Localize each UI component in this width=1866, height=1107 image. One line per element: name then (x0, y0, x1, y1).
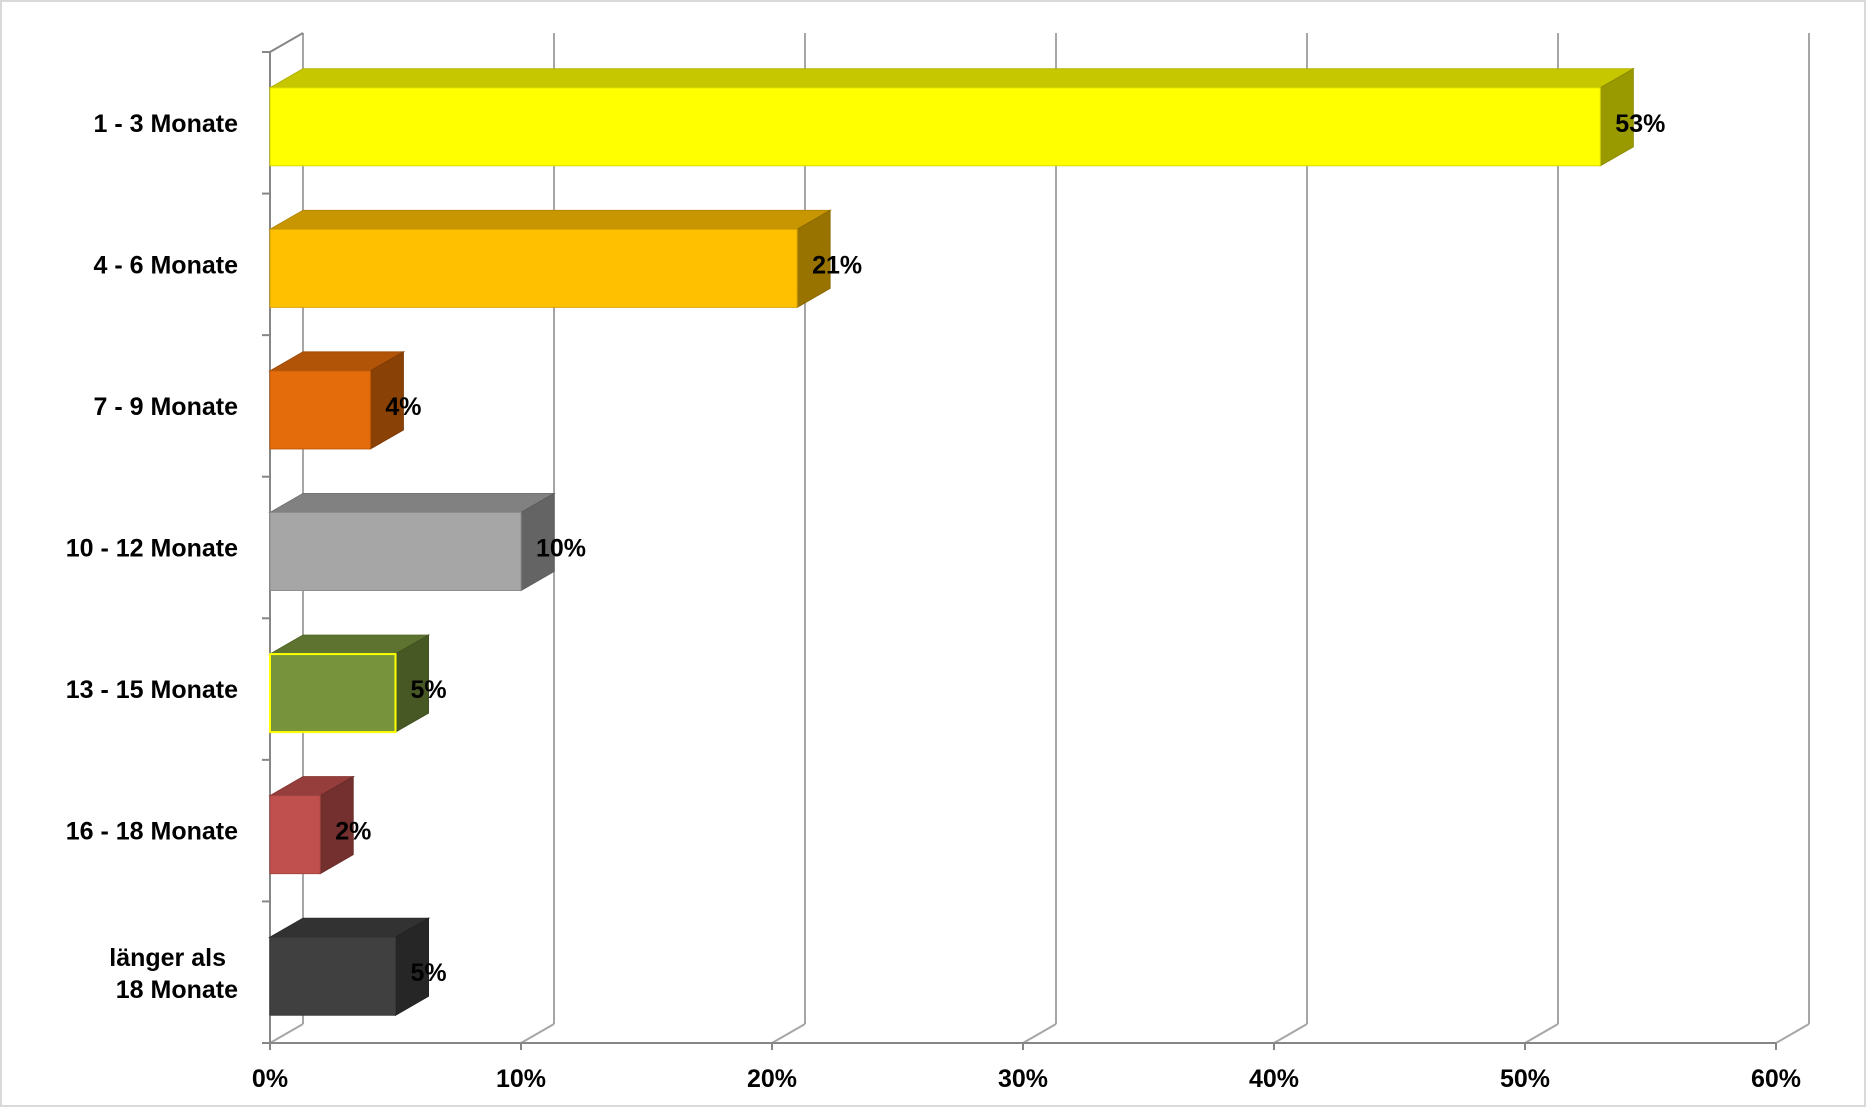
floor-gridline (771, 1023, 806, 1044)
bar (268, 209, 832, 309)
x-tick-label: 50% (1500, 1065, 1550, 1093)
data-labels: 53% 21% 4% 10% 5% 2% 5% (335, 110, 1665, 987)
bar-front-face (269, 512, 522, 591)
bar-front-face (269, 936, 396, 1016)
x-tick-label: 40% (1249, 1065, 1299, 1093)
bars (268, 67, 1636, 1017)
data-label: 5% (411, 676, 447, 704)
category-label-line: länger als (109, 944, 226, 972)
tick-labels: 0% 10% 20% 30% 40% 50% 60% (252, 1065, 1801, 1093)
category-label: 13 - 15 Monate (66, 676, 238, 704)
category-label: 7 - 9 Monate (94, 393, 239, 421)
category-label: länger als 18 Monate (109, 944, 238, 1004)
category-label-line: 18 Monate (116, 976, 238, 1004)
x-tick-label: 20% (747, 1065, 797, 1093)
bar (268, 917, 431, 1017)
floor-gridline (1524, 1023, 1559, 1044)
floor-gridline (1022, 1023, 1057, 1044)
bar-top-face (268, 493, 556, 513)
data-label: 21% (812, 251, 862, 279)
category-axis-depth (269, 32, 304, 53)
floor-gridline (1273, 1023, 1308, 1044)
floor-gridline (269, 1023, 304, 1044)
bar-front-face (269, 228, 798, 308)
bar (268, 775, 356, 875)
x-tick-label: 0% (252, 1065, 288, 1093)
bar (268, 351, 406, 450)
category-label: 16 - 18 Monate (66, 818, 238, 846)
floor-gridline (1775, 1023, 1810, 1044)
data-label: 53% (1615, 110, 1665, 138)
bar (268, 67, 1636, 167)
category-label: 4 - 6 Monate (94, 251, 239, 279)
bar-front-face (269, 653, 397, 734)
category-label: 10 - 12 Monate (66, 535, 238, 563)
data-label: 4% (385, 393, 421, 421)
category-labels: 1 - 3 Monate 4 - 6 Monate 7 - 9 Monate 10 -… (66, 110, 238, 1004)
data-label: 10% (536, 535, 586, 563)
data-label: 2% (335, 818, 371, 846)
x-tick-label: 60% (1751, 1065, 1801, 1093)
bar-top-face (268, 209, 832, 230)
bar-top-face (268, 68, 1636, 89)
category-label: 1 - 3 Monate (94, 110, 239, 138)
bar-front-face (269, 795, 321, 875)
bar-front-face (269, 370, 371, 450)
x-tick-label: 10% (496, 1065, 546, 1093)
bar-front-face (269, 87, 1601, 167)
gridlines (269, 33, 1810, 1044)
data-label: 5% (411, 959, 447, 987)
bar (268, 492, 556, 592)
floor-gridline (520, 1023, 555, 1044)
x-tick-label: 30% (998, 1065, 1048, 1093)
bar (268, 634, 431, 734)
